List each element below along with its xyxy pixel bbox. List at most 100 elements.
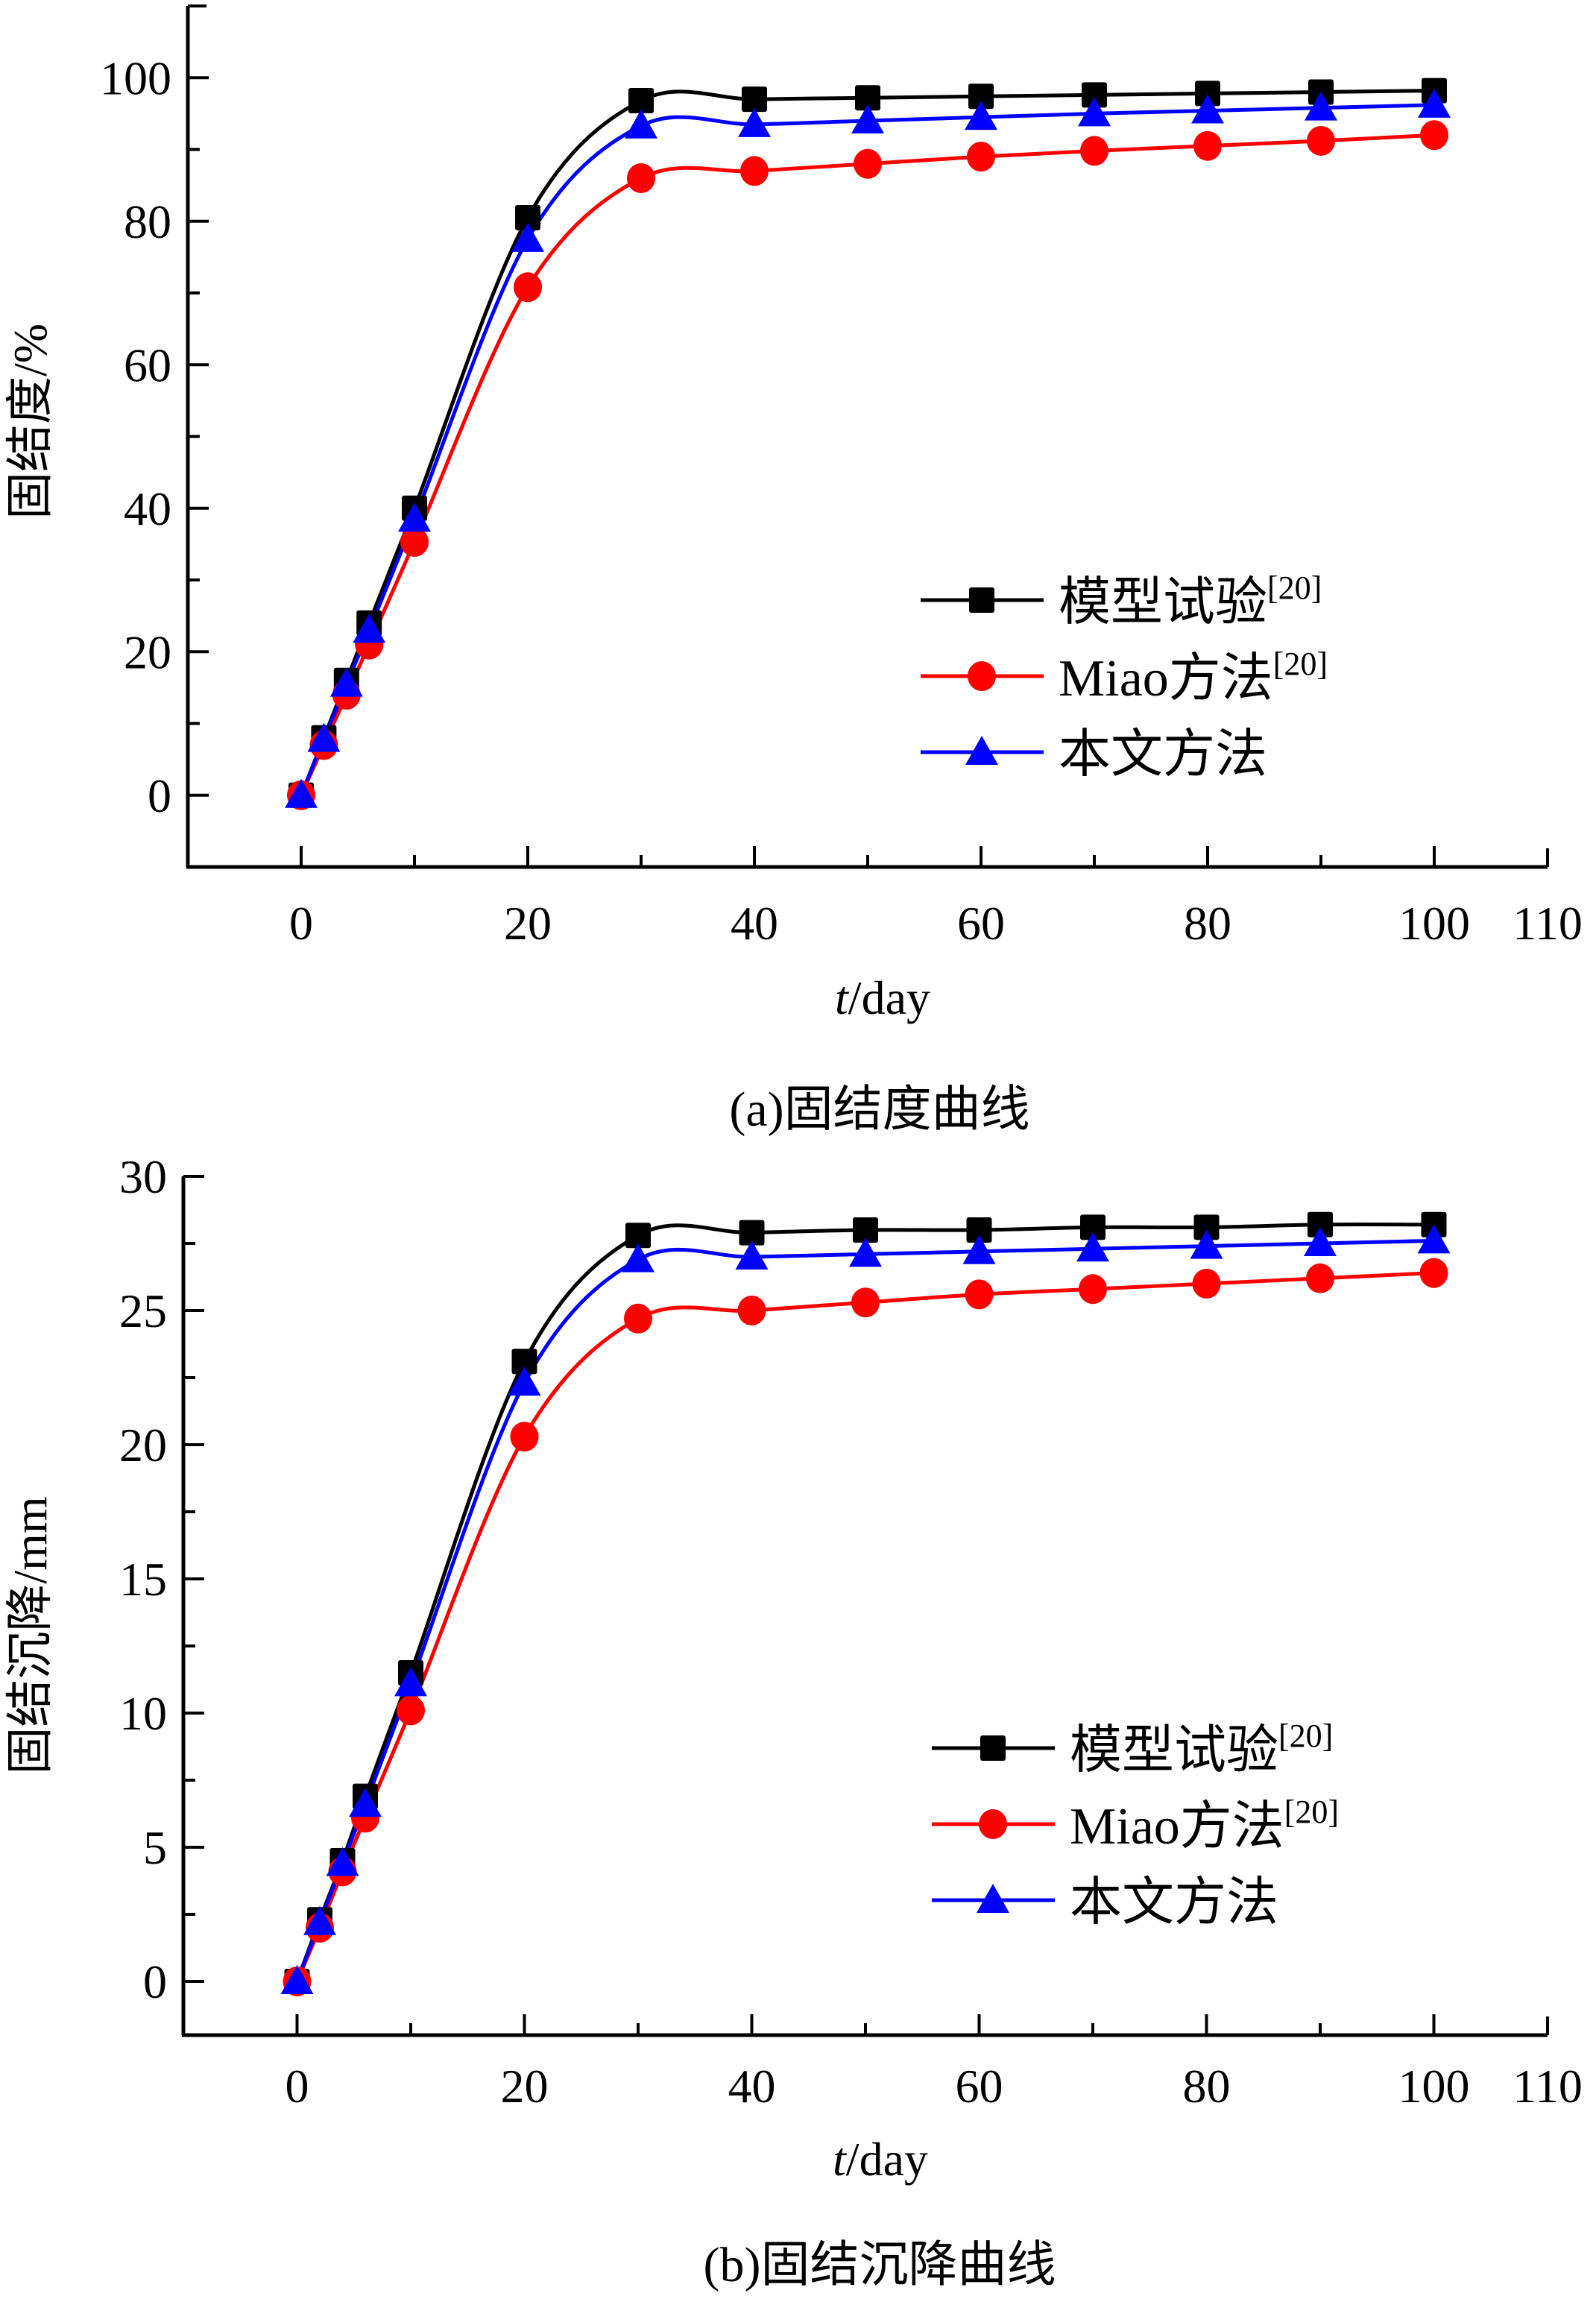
y-tick-label: 100 (100, 51, 171, 104)
x-axis-title: t/day (833, 2133, 928, 2186)
legend-label: Miao方法[20] (1070, 1794, 1339, 1855)
x-tick-label: 40 (731, 897, 778, 950)
data-point-square (1195, 81, 1220, 107)
data-point-square (853, 1217, 878, 1243)
legend-label-ref: [20] (1278, 1718, 1333, 1754)
legend-marker-triangle (965, 736, 998, 765)
x-tick-label: 60 (956, 2060, 1003, 2113)
y-tick-label: 0 (143, 1955, 167, 2008)
data-point-circle (965, 1279, 994, 1310)
data-point-triangle (962, 1234, 996, 1264)
y-tick-label: 20 (119, 1419, 167, 1472)
data-point-triangle (735, 1240, 769, 1270)
data-point-circle (740, 156, 769, 186)
x-axis-title: t/day (835, 971, 930, 1024)
legend-label-ref: [20] (1273, 646, 1328, 682)
data-point-triangle (738, 107, 771, 137)
legend-label: 模型试验[20] (1070, 1718, 1333, 1779)
data-point-triangle (303, 1905, 336, 1935)
data-point-triangle (307, 722, 341, 752)
y-axis-title: 固结度/% (4, 324, 57, 520)
data-point-circle (854, 148, 882, 179)
x-tick-label: 100 (1398, 897, 1470, 950)
data-point-triangle (1076, 1232, 1109, 1262)
y-tick-label: 40 (124, 482, 171, 535)
data-point-triangle (353, 614, 386, 643)
x-tick-label: 0 (286, 2060, 309, 2113)
legend-marker-square (969, 587, 994, 613)
data-point-triangle (511, 222, 544, 252)
legend-label: 本文方法 (1059, 726, 1267, 783)
data-point-circle (397, 1695, 425, 1726)
y-tick-label: 10 (119, 1687, 167, 1740)
x-tick-label: 110 (1513, 897, 1583, 950)
data-point-triangle (329, 667, 363, 697)
series-triangle (295, 1238, 1434, 1982)
legend-marker-square (980, 1735, 1006, 1761)
y-tick-label: 30 (119, 1150, 167, 1203)
legend: 模型试验[20]Miao方法[20]本文方法 (921, 570, 1328, 783)
legend-label: 本文方法 (1070, 1874, 1278, 1931)
data-point-triangle (625, 109, 657, 139)
data-point-triangle (326, 1847, 359, 1876)
figure-caption: (b)固结沉降曲线 (704, 2238, 1056, 2292)
data-point-triangle (622, 1243, 655, 1273)
data-point-circle (1420, 120, 1448, 151)
legend-label-ref: [20] (1267, 570, 1322, 606)
data-point-circle (624, 1303, 652, 1334)
legend: 模型试验[20]Miao方法[20]本文方法 (932, 1718, 1339, 1931)
x-tick-label: 0 (289, 897, 313, 950)
data-point-circle (737, 1296, 766, 1325)
data-point-circle (400, 526, 429, 557)
x-tick-label: 100 (1398, 2060, 1470, 2113)
legend-marker-circle (979, 1809, 1007, 1839)
legend-label-name: 模型试验 (1070, 1722, 1278, 1779)
data-point-square (515, 204, 540, 230)
y-tick-label: 80 (124, 195, 171, 248)
data-point-square (628, 88, 654, 114)
x-tick-label: 20 (501, 2060, 549, 2113)
data-point-circle (1079, 1274, 1107, 1305)
legend-label-name: Miao方法 (1059, 650, 1273, 707)
y-tick-label: 25 (119, 1284, 167, 1337)
data-point-triangle (398, 502, 431, 532)
legend-label-name: 本文方法 (1059, 726, 1267, 783)
data-point-triangle (1190, 1229, 1223, 1259)
data-point-triangle (349, 1788, 382, 1817)
x-axis-title-unit: /day (846, 2133, 928, 2186)
legend-marker-circle (968, 661, 996, 691)
y-tick-label: 15 (119, 1553, 167, 1606)
legend-label-ref: [20] (1284, 1794, 1339, 1830)
x-axis-title-var: t (835, 971, 850, 1024)
legend-label: Miao方法[20] (1059, 646, 1328, 707)
data-point-circle (1307, 125, 1335, 156)
y-tick-label: 20 (124, 625, 171, 678)
y-tick-label: 0 (148, 769, 171, 822)
data-point-square (625, 1223, 651, 1249)
data-point-circle (1306, 1263, 1334, 1293)
data-point-triangle (1418, 88, 1451, 118)
data-point-triangle (851, 104, 884, 133)
series-line (295, 1223, 1434, 1982)
data-point-square (742, 86, 767, 113)
data-point-circle (627, 163, 655, 193)
y-tick-label: 5 (143, 1821, 167, 1874)
data-point-triangle (1191, 94, 1224, 124)
data-point-square (1193, 1214, 1220, 1240)
y-tick-label: 60 (124, 338, 171, 391)
data-point-triangle (285, 778, 318, 808)
data-point-triangle (1417, 1224, 1451, 1254)
data-point-triangle (280, 1965, 314, 1994)
chart-consolidation-degree: 0 20 40 60 80 100 0 20 40 60 80 100 110 t/day 固结度/% 模型试… (4, 4, 1583, 1137)
data-point-square (966, 1217, 992, 1243)
data-point-circle (967, 142, 995, 172)
x-tick-label: 110 (1513, 2060, 1583, 2113)
data-point-square (1080, 1214, 1105, 1240)
x-tick-label: 80 (1184, 897, 1231, 950)
chart-consolidation-settlement: 0 5 10 15 20 25 30 0 20 40 60 80 100 110 t/day 固结沉降/mm 模… (4, 1150, 1583, 2292)
x-tick-label: 60 (957, 897, 1005, 950)
data-point-square (1082, 82, 1107, 108)
series-square (295, 1223, 1434, 1982)
x-axis-title-var: t (833, 2133, 848, 2186)
